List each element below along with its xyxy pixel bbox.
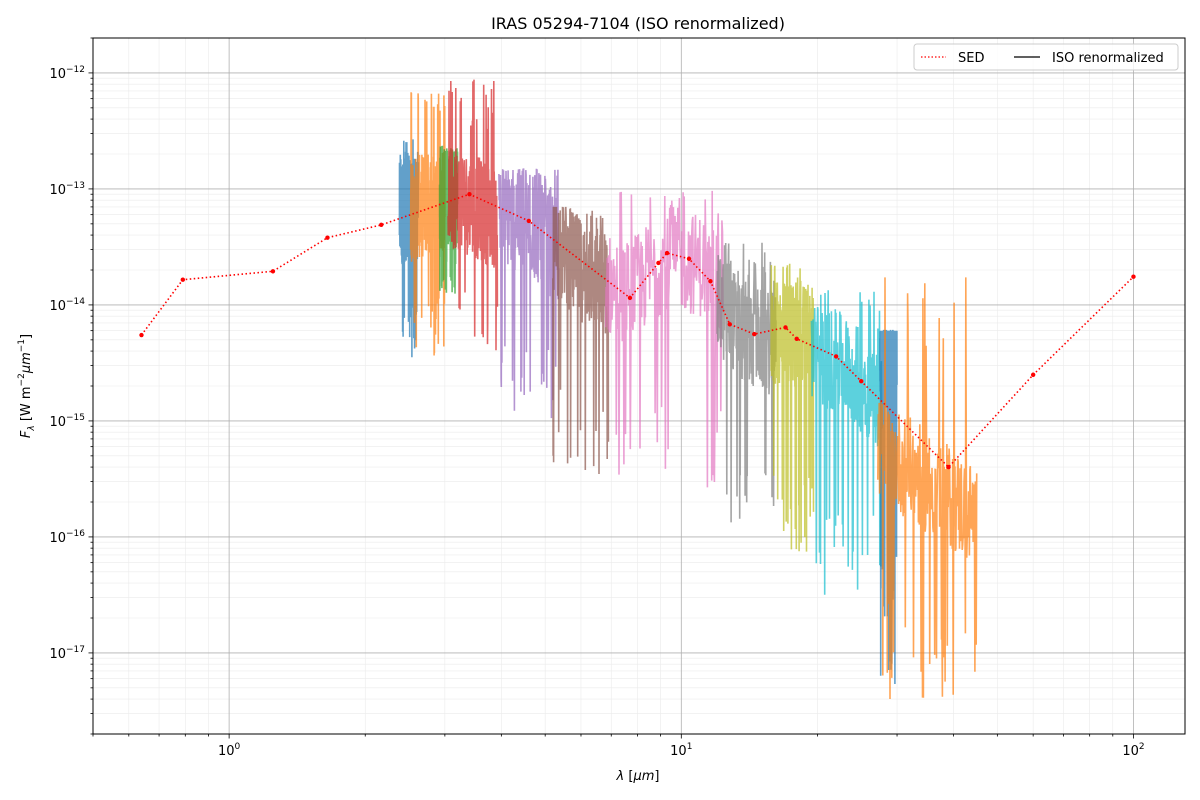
sed-point xyxy=(752,331,757,337)
y-tick-label: 10−17 xyxy=(49,645,85,662)
x-tick-label: 100 xyxy=(218,742,241,759)
iso-segment-8 xyxy=(770,263,815,552)
sed-point xyxy=(686,256,692,261)
y-tick-label: 10−15 xyxy=(49,413,85,430)
y-tick-label: 10−12 xyxy=(49,65,85,82)
x-axis-label: λ [μm] xyxy=(616,769,660,784)
legend-sed-label: SED xyxy=(958,51,984,66)
iso-segment-5 xyxy=(552,206,610,475)
y-axis-label: Fλ [W m−2μm−1] xyxy=(17,334,37,438)
legend: SED ISO renormalized xyxy=(913,43,1179,71)
sed-point xyxy=(1131,274,1136,279)
sed-point xyxy=(325,235,330,240)
iso-segment-7 xyxy=(716,242,777,523)
iso-segment-11 xyxy=(877,277,978,700)
x-axis-ticks: 100 101 102 xyxy=(92,734,1145,759)
sed-point xyxy=(946,464,951,470)
x-tick-label: 102 xyxy=(1122,742,1144,759)
major-grid xyxy=(93,38,1185,734)
minor-grid xyxy=(92,37,1185,735)
chart-title: IRAS 05294-7104 (ISO renormalized) xyxy=(491,14,785,33)
sed-point xyxy=(180,277,186,282)
iso-segment-3 xyxy=(447,79,499,351)
y-tick-label: 10−16 xyxy=(49,529,85,546)
sed-point xyxy=(467,192,472,197)
legend-box xyxy=(913,43,1179,71)
iso-segment-9 xyxy=(810,290,883,595)
iso-segment-10 xyxy=(879,329,898,685)
sed-series-layer xyxy=(139,192,1136,470)
sed-point xyxy=(708,279,713,284)
sed-point xyxy=(859,378,864,384)
sed-point xyxy=(627,295,633,301)
y-tick-label: 10−13 xyxy=(49,181,85,198)
sed-point xyxy=(526,218,532,224)
sed-point xyxy=(727,322,732,327)
legend-iso-label: ISO renormalized xyxy=(1052,51,1164,66)
sed-point xyxy=(783,325,788,330)
iso-segment-6 xyxy=(604,190,725,488)
sed-point xyxy=(656,260,661,266)
sed-point xyxy=(833,354,839,359)
sed-point xyxy=(794,336,799,342)
x-tick-label: 101 xyxy=(670,742,692,759)
y-tick-label: 10−14 xyxy=(49,297,85,314)
y-axis-ticks: 10−17 10−16 10−15 10−14 10−13 10−12 xyxy=(49,37,93,735)
sed-point xyxy=(379,222,384,228)
sed-point xyxy=(270,269,276,274)
sed-point xyxy=(139,332,144,338)
sed-point xyxy=(664,250,670,256)
sed-point xyxy=(1030,372,1036,377)
